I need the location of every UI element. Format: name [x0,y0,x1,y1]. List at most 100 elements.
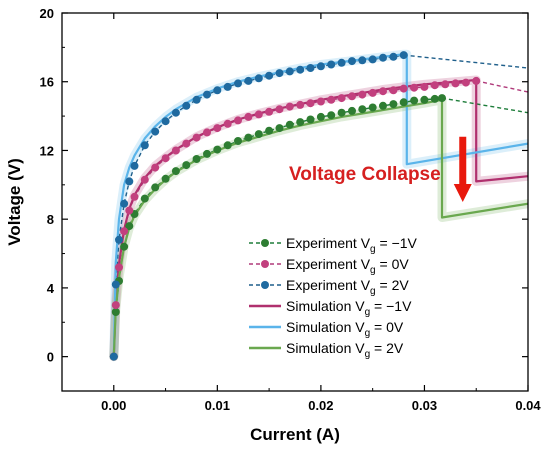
experiment-point [254,110,263,119]
legend-label: Simulation Vg = 0V [286,319,404,339]
experiment-point [275,69,284,78]
experiment-point [213,145,222,154]
legend-label: Simulation Vg = −1V [286,298,412,318]
experiment-point [203,149,211,158]
experiment-point [140,141,149,150]
legend-label-main: Experiment V [286,256,371,272]
experiment-point [120,227,129,236]
legend-label-tail: = 0V [376,256,410,272]
experiment-point [430,94,439,103]
experiment-point [389,86,398,95]
legend-swatch-marker [261,260,269,268]
experiment-point [379,53,387,62]
experiment-point [182,161,191,170]
experiment-point [120,242,129,251]
experiment-point [254,130,263,139]
experiment-point [472,76,481,85]
experiment-point [109,352,118,361]
legend-label-main: Simulation V [286,298,365,314]
legend-label: Simulation Vg = 2V [286,340,404,360]
legend-label-sub: g [370,265,376,276]
voltage-collapse-label: Voltage Collapse [289,164,441,185]
experiment-point [438,94,446,103]
legend-label-tail: = 2V [376,277,410,293]
experiment-point [115,235,123,244]
y-tick-label: 0 [47,350,54,365]
experiment-point [348,106,356,115]
experiment-point [234,116,242,125]
experiment-point [213,124,222,133]
experiment-point [368,103,377,112]
experiment-point [337,58,346,67]
experiment-point [151,127,160,136]
y-tick-label: 4 [47,281,55,296]
experiment-point [140,194,149,203]
experiment-point [296,100,305,109]
experiment-point [337,94,346,103]
legend-label-tail: = −1V [376,235,418,251]
experiment-point [285,120,294,129]
axes-layer: 0.00 0.01 0.02 0.03 0.04 0 4 8 12 16 20 Current (A)… [5,6,541,444]
experiment-point [379,101,387,110]
experiment-point [244,112,253,121]
legend-label: Experiment Vg = 2V [286,277,409,297]
experiment-point [410,96,419,105]
experiment-point [348,57,356,66]
experiment-point [368,55,377,64]
experiment-point [171,167,180,176]
experiment-point [275,105,284,114]
y-tick-label: 20 [40,6,54,21]
legend-label: Experiment Vg = −1V [286,235,418,255]
experiment-point [327,60,336,69]
experiment-extension-line-0 [441,97,528,114]
legend-label-sub: g [365,328,371,339]
experiment-point [285,102,294,111]
experiment-point [192,95,201,104]
legend-label-tail: = −1V [370,298,412,314]
experiment-point [111,308,120,316]
experiment-point [115,263,123,272]
experiment-point [461,78,470,87]
experiment-extension-line-2 [403,54,528,69]
legend-label-sub: g [370,286,376,297]
experiment-point [171,146,180,155]
y-tick-label: 8 [47,212,54,227]
experiment-point [389,52,398,61]
legend-label-main: Experiment V [286,277,371,293]
experiment-point [358,105,367,114]
legend-label: Experiment Vg = 0V [286,256,409,276]
experiment-point [285,67,294,76]
experiment-point [306,115,315,124]
experiment-point [399,84,408,93]
experiment-point [151,183,160,192]
experiment-point [203,128,211,137]
legend-label-main: Simulation V [286,319,365,335]
experiment-point [265,71,274,80]
experiment-point [348,92,356,101]
experiment-point [306,99,315,108]
experiment-point [234,137,242,145]
experiment-point [182,139,191,148]
legend-swatch-marker [261,239,269,247]
x-tick-label: 0.00 [101,398,126,413]
experiment-point [296,118,305,127]
experiment-point [379,87,387,96]
experiment-point [399,51,408,60]
experiment-point [316,97,325,106]
x-tick-label: 0.04 [515,398,541,413]
y-axis-title: Voltage (V) [5,158,24,246]
experiment-point [265,107,274,116]
experiment-point [120,199,129,208]
experiment-point [358,56,367,65]
experiment-point [316,62,325,71]
experiment-point [420,95,429,104]
legend-swatch-marker [261,281,269,289]
experiment-point [161,174,170,183]
experiment-point [151,163,160,172]
experiment-point [389,100,398,109]
experiment-point [358,90,367,99]
experiment-point [182,101,191,110]
y-tick-label: 16 [40,75,54,90]
legend-label-tail: = 2V [370,340,404,356]
experiment-point [192,155,201,163]
